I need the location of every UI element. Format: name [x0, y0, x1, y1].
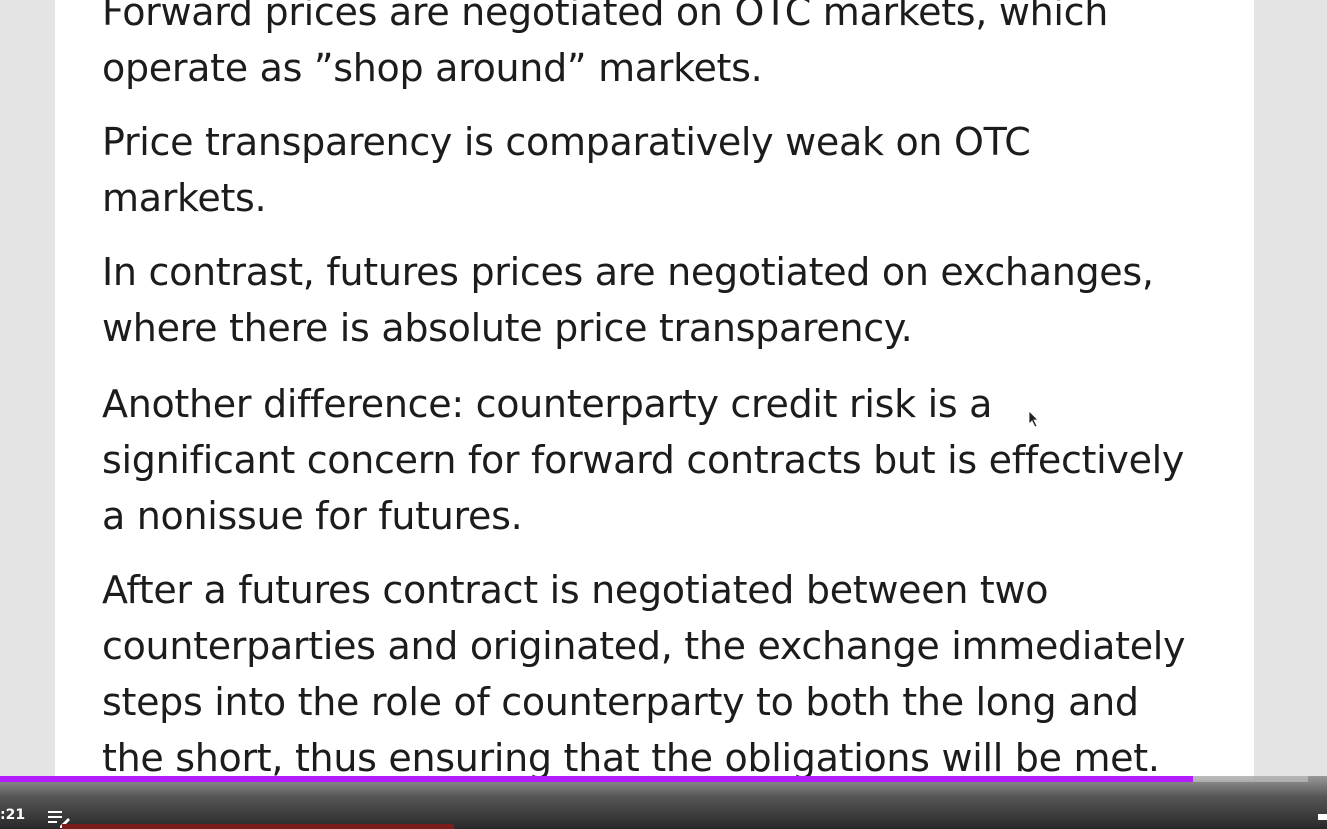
slide-text-line: markets.: [102, 176, 267, 220]
slide-text-line: a nonissue for futures.: [102, 494, 523, 538]
slide-text-line: where there is absolute price transparen…: [102, 306, 913, 350]
slide-text-line: operate as ”shop around” markets.: [102, 46, 763, 90]
slide-text-line: After a futures contract is negotiated b…: [102, 568, 1049, 612]
slide-paragraph-2: Price transparency is comparatively weak…: [102, 114, 1031, 226]
slide-text-line: Another difference: counterparty credit …: [102, 382, 993, 426]
slide-text-line: In contrast, futures prices are negotiat…: [102, 250, 1154, 294]
slide-text-line: Forward prices are negotiated on OTC mar…: [102, 0, 1109, 34]
slide-paragraph-1: Forward prices are negotiated on OTC mar…: [102, 0, 1108, 96]
slide-text-line: counterparties and originated, the excha…: [102, 624, 1186, 668]
slide-text-line: steps into the role of counterparty to b…: [102, 680, 1139, 724]
slide-paragraph-5: After a futures contract is negotiated b…: [102, 562, 1186, 780]
thumbnail-strip: [62, 824, 454, 829]
player-controls-bar: [0, 776, 1327, 829]
seek-bar-progress: [0, 776, 1193, 782]
seek-bar[interactable]: [0, 776, 1308, 782]
slide-paragraph-4: Another difference: counterparty credit …: [102, 376, 1184, 544]
slide-text-line: the short, thus ensuring that the obliga…: [102, 736, 1160, 780]
current-time-display: :21: [0, 807, 26, 823]
slide-paragraph-3: In contrast, futures prices are negotiat…: [102, 244, 1154, 356]
slide-text-line: significant concern for forward contract…: [102, 438, 1185, 482]
volume-indicator[interactable]: [1318, 814, 1327, 820]
mouse-cursor-icon: [1028, 410, 1039, 428]
lecture-slide: Forward prices are negotiated on OTC mar…: [55, 0, 1254, 780]
slide-text-line: Price transparency is comparatively weak…: [102, 120, 1031, 164]
